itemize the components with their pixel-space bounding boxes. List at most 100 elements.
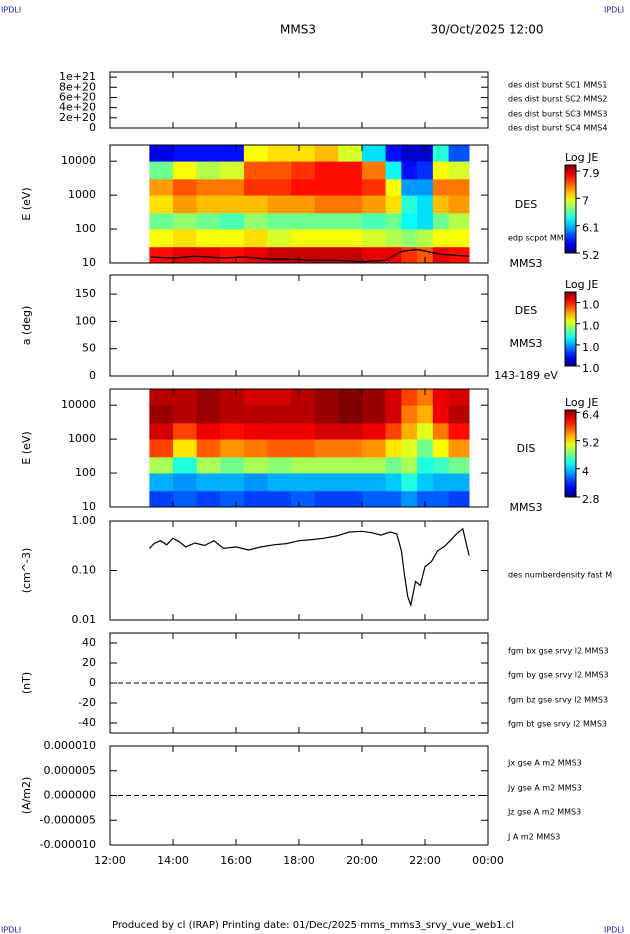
legend-entry: Jz gse A m2 MMS3 [507, 808, 581, 817]
heatmap-cell [417, 456, 434, 474]
heatmap-cell [291, 389, 316, 406]
y-tick-label: 0.000005 [44, 764, 97, 777]
heatmap-cell [338, 212, 363, 230]
heatmap-cell [417, 389, 434, 406]
series-line [150, 248, 470, 263]
heatmap-cell [149, 178, 174, 196]
heatmap-cell [196, 161, 221, 180]
legend-entry: Jy gse A m2 MMS3 [507, 784, 582, 793]
heatmap-cell [417, 439, 434, 458]
heatmap-cell [432, 246, 450, 264]
heatmap-cell [362, 229, 387, 248]
heatmap-cell [417, 178, 434, 196]
heatmap-cell [314, 195, 339, 214]
heatmap-cell [173, 389, 198, 406]
y-tick-label: 0.10 [72, 564, 97, 577]
heatmap-cell [314, 439, 339, 458]
heatmap-cell [432, 422, 450, 440]
heatmap-cell [314, 145, 339, 162]
legend-entry: des numberdensity fast M [508, 571, 612, 580]
heatmap-cell [220, 422, 245, 440]
y-tick-label: 1.00 [72, 514, 97, 527]
heatmap-cell [448, 229, 470, 248]
heatmap-cell [314, 161, 339, 180]
heatmap-cell [196, 178, 221, 196]
y-tick-label: 1000 [68, 188, 96, 201]
heatmap-cell [338, 473, 363, 492]
spacecraft-title: MMS3 [280, 23, 316, 37]
panel-label: MMS3 [510, 257, 543, 270]
y-tick-label: 1e+21 [59, 70, 96, 83]
heatmap-cell [243, 490, 268, 508]
heatmap-cell [385, 456, 402, 474]
panel-label: DIS [517, 442, 536, 455]
colorbar-title: Log JE [565, 396, 598, 409]
heatmap-cell [385, 229, 402, 248]
heatmap-cell [448, 422, 470, 440]
heatmap-cell [173, 195, 198, 214]
heatmap-cell [220, 389, 245, 406]
y-axis-label: (nT) [20, 672, 33, 694]
y-tick-label: 2e+20 [59, 111, 96, 124]
heatmap-cell [432, 405, 450, 424]
heatmap-cell [338, 195, 363, 214]
y-tick-label: 20 [82, 656, 96, 669]
heatmap-cell [196, 473, 221, 492]
heatmap-cell [196, 145, 221, 162]
heatmap-cell [338, 405, 363, 424]
heatmap-cell [220, 246, 245, 264]
heatmap-cell [291, 212, 316, 230]
heatmap-cell [149, 229, 174, 248]
heatmap-cell [362, 212, 387, 230]
heatmap-cell [220, 212, 245, 230]
heatmap-cell [338, 439, 363, 458]
heatmap-cell [243, 195, 268, 214]
heatmap-cell [385, 473, 402, 492]
heatmap-cell [173, 246, 198, 264]
heatmap-cell [385, 422, 402, 440]
y-tick-label: -0.000005 [40, 813, 96, 826]
heatmap-cell [385, 178, 402, 196]
heatmap-cell [243, 456, 268, 474]
heatmap-cell [448, 389, 470, 406]
heatmap-cell [362, 246, 387, 264]
heatmap-cell [173, 178, 198, 196]
y-tick-label: 40 [82, 636, 96, 649]
y-axis-label: E (eV) [20, 187, 33, 220]
heatmap-cell [267, 490, 292, 508]
heatmap-cell [362, 178, 387, 196]
heatmap-cell [385, 161, 402, 180]
heatmap-cell [417, 195, 434, 214]
heatmap-cell [196, 422, 221, 440]
heatmap-cell [291, 473, 316, 492]
y-tick-label: 0 [89, 121, 96, 134]
heatmap-cell [448, 195, 470, 214]
heatmap-cell [417, 422, 434, 440]
heatmap-cell [314, 490, 339, 508]
heatmap-cell [401, 178, 418, 196]
heatmap-cell [362, 195, 387, 214]
legend-entry: des dist burst SC1 MMS1 [508, 81, 607, 90]
heatmap-cell [417, 161, 434, 180]
heatmap-cell [149, 145, 174, 162]
heatmap-cell [432, 229, 450, 248]
plot-frame [109, 520, 489, 621]
heatmap-cell [432, 389, 450, 406]
heatmap-cell [338, 389, 363, 406]
heatmap-cell [314, 405, 339, 424]
heatmap-cell [432, 178, 450, 196]
panel-label: DES [515, 304, 537, 317]
heatmap-cell [149, 439, 174, 458]
x-tick-label: 22:00 [409, 854, 441, 867]
heatmap-cell [448, 161, 470, 180]
heatmap-cell [149, 490, 174, 508]
heatmap-cell [173, 405, 198, 424]
heatmap-cell [220, 195, 245, 214]
heatmap-cell [291, 246, 316, 264]
panel-label: MMS3 [510, 501, 543, 514]
heatmap-cell [173, 473, 198, 492]
heatmap-cell [196, 389, 221, 406]
heatmap-cell [291, 490, 316, 508]
colorbar [564, 409, 577, 498]
